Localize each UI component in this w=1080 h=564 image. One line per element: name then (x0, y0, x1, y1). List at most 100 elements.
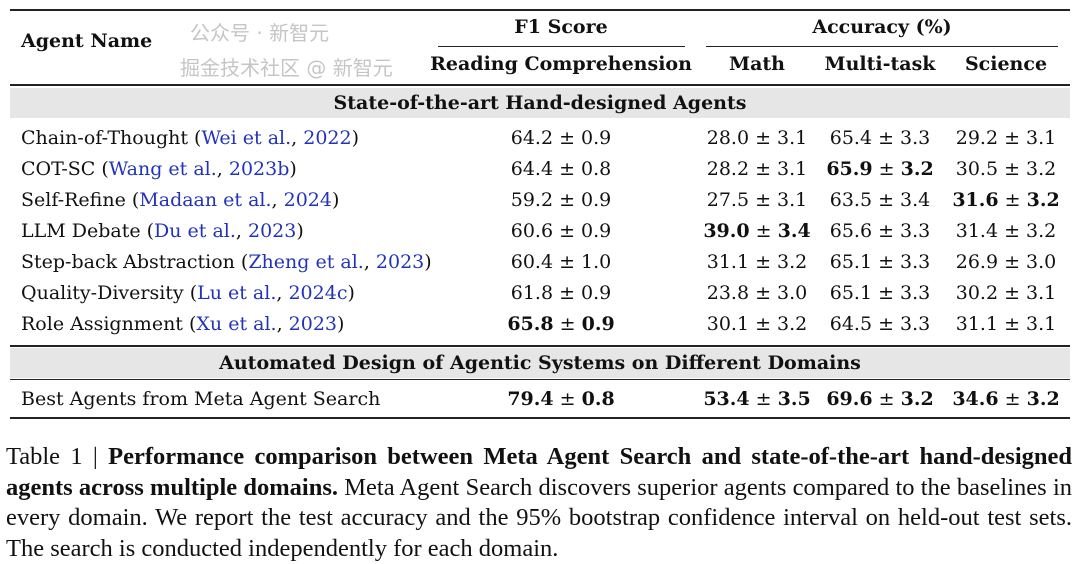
citation-year-link[interactable]: 2023b (228, 158, 290, 180)
score-error: 3.1 (777, 189, 808, 211)
score-value: 30.2 (955, 282, 999, 304)
score-error: 3.1 (1026, 127, 1057, 149)
score-value: 65.9 (826, 158, 873, 180)
citation-author-link[interactable]: Du et al. (154, 220, 236, 242)
section-header: State-of-the-art Hand-designed Agents (10, 88, 1070, 118)
score-value: 53.4 (703, 388, 750, 410)
score-value: 27.5 (706, 189, 750, 211)
citation-year-link[interactable]: 2024c (288, 282, 348, 304)
citation-author-link[interactable]: Madaan et al. (139, 189, 272, 211)
header-science: Science (964, 53, 1048, 75)
score-cell: 27.5 ± 3.1 (706, 189, 808, 211)
score-value: 30.5 (955, 158, 999, 180)
score-error: 3.0 (1026, 251, 1057, 273)
header-multi-task: Multi-task (824, 53, 936, 75)
agent-cell: Best Agents from Meta Agent Search (21, 388, 380, 410)
score-error: 3.3 (900, 251, 931, 273)
score-value: 31.1 (955, 313, 999, 335)
score-value: 23.8 (706, 282, 750, 304)
score-value: 26.9 (955, 251, 999, 273)
agent-name: Self-Refine (21, 189, 126, 211)
score-value: 60.4 (510, 251, 554, 273)
score-value: 28.0 (706, 127, 750, 149)
score-value: 39.0 (703, 220, 750, 242)
score-cell: 65.1 ± 3.3 (829, 251, 931, 273)
table-caption: Table 1 | Performance comparison between… (6, 442, 1072, 564)
header-reading-comprehension: Reading Comprehension (430, 53, 692, 75)
header-agent-name: Agent Name (21, 30, 153, 52)
score-value: 79.4 (507, 388, 554, 410)
score-error: 3.1 (777, 127, 808, 149)
score-cell: 26.9 ± 3.0 (955, 251, 1057, 273)
caption-text: Meta Agent Search discovers superior age… (6, 473, 1072, 562)
score-value: 60.6 (510, 220, 554, 242)
score-error: 1.0 (581, 251, 612, 273)
score-cell: 69.6 ± 3.2 (826, 388, 934, 410)
citation-year-link[interactable]: 2023 (248, 220, 297, 242)
score-cell: 28.2 ± 3.1 (706, 158, 808, 180)
score-value: 65.1 (829, 251, 873, 273)
agent-cell: Role Assignment (Xu et al., 2023) (21, 313, 345, 335)
score-cell: 31.1 ± 3.1 (955, 313, 1057, 335)
score-cell: 53.4 ± 3.5 (703, 388, 811, 410)
score-value: 65.8 (507, 313, 554, 335)
score-cell: 29.2 ± 3.1 (955, 127, 1057, 149)
agent-name: Quality-Diversity (21, 282, 184, 304)
score-error: 0.9 (581, 313, 615, 335)
agent-cell: COT-SC (Wang et al., 2023b) (21, 158, 297, 180)
score-value: 64.5 (829, 313, 873, 335)
agent-name: COT-SC (21, 158, 96, 180)
section-header: Automated Design of Agentic Systems on D… (10, 348, 1070, 378)
section-rule (10, 345, 1070, 347)
score-error: 3.3 (900, 282, 931, 304)
score-value: 30.1 (706, 313, 750, 335)
score-error: 3.2 (777, 251, 808, 273)
section-rule (10, 379, 1070, 380)
accuracy-group-rule (706, 46, 1058, 47)
score-cell: 60.6 ± 0.9 (510, 220, 612, 242)
score-value: 69.6 (826, 388, 873, 410)
score-error: 0.9 (581, 189, 612, 211)
citation-year-link[interactable]: 2023 (375, 251, 425, 273)
score-cell: 31.1 ± 3.2 (706, 251, 808, 273)
score-cell: 31.6 ± 3.2 (952, 189, 1060, 211)
citation-author-link[interactable]: Lu et al. (197, 282, 277, 304)
score-cell: 59.2 ± 0.9 (510, 189, 612, 211)
score-cell: 23.8 ± 3.0 (706, 282, 808, 304)
citation-author-link[interactable]: Zheng et al. (248, 251, 364, 273)
agent-cell: Self-Refine (Madaan et al., 2024) (21, 189, 340, 211)
score-value: 29.2 (955, 127, 999, 149)
citation-year-link[interactable]: 2023 (288, 313, 338, 335)
citation-year-link[interactable]: 2024 (283, 189, 332, 211)
agent-cell: Step-back Abstraction (Zheng et al., 202… (21, 251, 432, 273)
agent-name: Step-back Abstraction (21, 251, 235, 273)
score-error: 3.2 (900, 158, 934, 180)
score-error: 3.3 (900, 220, 931, 242)
score-error: 0.9 (581, 282, 612, 304)
citation-author-link[interactable]: Wang et al. (108, 158, 217, 180)
header-f1-group: F1 Score (514, 16, 608, 38)
agent-name: LLM Debate (21, 220, 141, 242)
score-error: 3.1 (1026, 282, 1057, 304)
score-cell: 30.5 ± 3.2 (955, 158, 1057, 180)
citation-author-link[interactable]: Wei et al. (201, 127, 292, 149)
score-cell: 65.1 ± 3.3 (829, 282, 931, 304)
watermark-line2: 掘金技术社区 @ 新智元 (180, 56, 393, 80)
header-math: Math (729, 53, 785, 75)
score-cell: 64.2 ± 0.9 (510, 127, 612, 149)
score-cell: 65.8 ± 0.9 (507, 313, 615, 335)
score-error: 3.2 (1026, 220, 1057, 242)
citation-year-link[interactable]: 2022 (303, 127, 352, 149)
score-error: 3.2 (1026, 388, 1060, 410)
score-value: 31.4 (955, 220, 999, 242)
score-cell: 64.5 ± 3.3 (829, 313, 931, 335)
score-value: 65.6 (829, 220, 873, 242)
agent-cell: Chain-of-Thought (Wei et al., 2022) (21, 127, 360, 149)
top-rule (10, 9, 1070, 11)
score-error: 3.2 (900, 388, 934, 410)
score-cell: 30.2 ± 3.1 (955, 282, 1057, 304)
citation-author-link[interactable]: Xu et al. (196, 313, 277, 335)
score-cell: 34.6 ± 3.2 (952, 388, 1060, 410)
score-cell: 63.5 ± 3.4 (829, 189, 931, 211)
score-error: 3.1 (1026, 313, 1057, 335)
